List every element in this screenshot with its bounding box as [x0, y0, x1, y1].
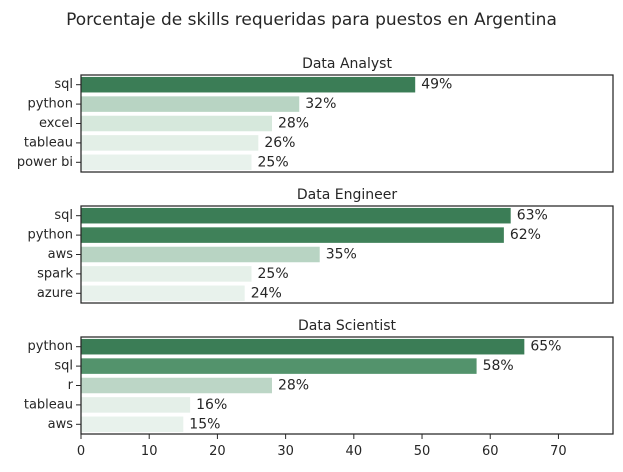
bar — [81, 227, 504, 243]
panel-title: Data Scientist — [298, 318, 397, 334]
bar — [81, 416, 184, 433]
value-label: 62% — [510, 227, 541, 243]
x-axis: 0 10 20 30 40 50 60 70 — [77, 434, 567, 459]
value-label: 16% — [196, 397, 227, 413]
panels: Data Analyst sql 49% python 32% excel 28% table… — [17, 56, 614, 435]
value-label: 32% — [305, 96, 336, 112]
value-label: 26% — [264, 135, 295, 151]
value-label: 58% — [483, 358, 514, 374]
x-tick-label: 60 — [482, 444, 499, 459]
bar — [81, 246, 320, 263]
panel-1: Data Engineer sql 63% python 62% aws 35% spark 2… — [28, 187, 614, 304]
chart-title: Porcentaje de skills requeridas para pue… — [66, 10, 557, 30]
panel-0: Data Analyst sql 49% python 32% excel 28% table… — [17, 56, 614, 173]
panel-frame — [80, 205, 614, 304]
x-tick-label: 10 — [141, 444, 158, 459]
value-label: 65% — [530, 339, 561, 355]
y-tick-label: sql — [54, 208, 73, 223]
y-tick-label: excel — [39, 116, 73, 131]
y-tick-label: azure — [37, 286, 73, 301]
y-tick-label: tableau — [24, 135, 73, 150]
bar — [81, 358, 477, 374]
value-label: 15% — [189, 416, 220, 432]
value-label: 49% — [421, 77, 452, 93]
value-label: 28% — [278, 116, 309, 132]
panel-title: Data Engineer — [297, 187, 397, 203]
x-tick-label: 20 — [209, 444, 226, 459]
y-tick-label: r — [68, 378, 74, 393]
bar — [81, 285, 245, 302]
y-tick-label: aws — [48, 417, 74, 432]
bar — [81, 266, 252, 282]
panel-2: Data Scientist python 65% sql 58% r 28% tableau… — [24, 318, 614, 435]
value-label: 24% — [251, 285, 282, 301]
bar — [81, 397, 191, 413]
y-tick-label: power bi — [17, 155, 73, 170]
value-label: 63% — [517, 208, 548, 224]
bar — [81, 338, 525, 355]
y-tick-label: sql — [54, 77, 73, 92]
bar — [81, 115, 272, 132]
value-label: 25% — [258, 154, 289, 170]
value-label: 25% — [258, 266, 289, 282]
bar — [81, 377, 272, 394]
y-tick-label: python — [28, 97, 73, 112]
bar — [81, 207, 511, 224]
panel-title: Data Analyst — [302, 56, 392, 72]
x-tick-label: 40 — [346, 444, 363, 459]
x-tick-label: 50 — [414, 444, 431, 459]
y-tick-label: aws — [48, 247, 74, 262]
x-tick-label: 70 — [550, 444, 567, 459]
bar — [81, 96, 300, 112]
panel-frame — [80, 74, 614, 173]
bar — [81, 154, 252, 171]
bar — [81, 76, 416, 93]
x-tick-label: 0 — [77, 444, 85, 459]
y-tick-label: tableau — [24, 397, 73, 412]
y-tick-label: python — [28, 339, 73, 354]
value-label: 35% — [326, 247, 357, 263]
value-label: 28% — [278, 378, 309, 394]
x-tick-label: 30 — [277, 444, 294, 459]
bar — [81, 135, 259, 151]
y-tick-label: sql — [54, 359, 73, 374]
y-tick-label: spark — [37, 266, 73, 281]
y-tick-label: python — [28, 228, 73, 243]
panel-frame — [80, 336, 614, 435]
